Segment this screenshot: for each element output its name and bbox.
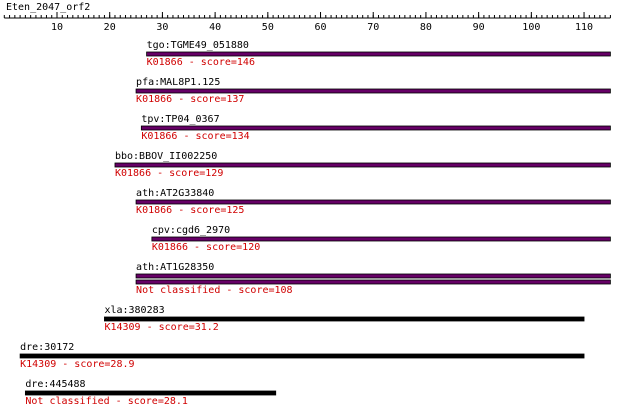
- track-annotation: K01866 - score=125: [136, 205, 244, 216]
- x-tick-label: 10: [51, 22, 63, 33]
- x-tick-label: 20: [104, 22, 116, 33]
- x-tick-label: 80: [420, 22, 432, 33]
- alignment-bar: [135, 279, 611, 285]
- track-annotation: K01866 - score=129: [115, 168, 223, 179]
- x-tick-label: 110: [575, 22, 593, 33]
- track-annotation: K01866 - score=137: [136, 94, 244, 105]
- alignment-bar: [114, 162, 611, 168]
- alignment-bar: [135, 199, 611, 205]
- track-annotation: K01866 - score=146: [147, 57, 255, 68]
- track-annotation: K01866 - score=120: [152, 242, 260, 253]
- x-tick-label: 70: [367, 22, 379, 33]
- alignment-bar: [19, 353, 585, 359]
- x-tick-label: 30: [156, 22, 168, 33]
- track-label: tgo:TGME49_051880: [147, 40, 249, 51]
- track-label: ath:AT2G33840: [136, 188, 214, 199]
- alignment-bar: [24, 390, 277, 396]
- track-label: dre:30172: [20, 342, 74, 353]
- alignment-bar: [104, 316, 585, 322]
- track-annotation: K14309 - score=31.2: [104, 322, 218, 333]
- track-label: tpv:TP04_0367: [141, 114, 219, 125]
- alignment-bar: [135, 88, 611, 94]
- query-title: Eten_2047_orf2: [6, 2, 90, 13]
- track-label: dre:445488: [25, 379, 85, 390]
- alignment-bar: [135, 273, 611, 279]
- track-label: pfa:MAL8P1.125: [136, 77, 220, 88]
- x-tick-label: 40: [209, 22, 221, 33]
- x-tick-label: 60: [315, 22, 327, 33]
- track-label: ath:AT1G28350: [136, 262, 214, 273]
- alignment-bar: [140, 125, 611, 131]
- x-tick-label: 50: [262, 22, 274, 33]
- track-annotation: K14309 - score=28.9: [20, 359, 134, 370]
- track-label: bbo:BBOV_II002250: [115, 151, 217, 162]
- alignment-bar: [151, 236, 611, 242]
- track-annotation: Not classified - score=108: [136, 285, 293, 296]
- track-label: cpv:cgd6_2970: [152, 225, 230, 236]
- alignment-bar: [146, 51, 611, 57]
- track-annotation: K01866 - score=134: [141, 131, 249, 142]
- track-label: xla:380283: [104, 305, 164, 316]
- track-annotation: Not classified - score=28.1: [25, 396, 188, 407]
- x-tick-label: 90: [473, 22, 485, 33]
- x-tick-label: 100: [522, 22, 540, 33]
